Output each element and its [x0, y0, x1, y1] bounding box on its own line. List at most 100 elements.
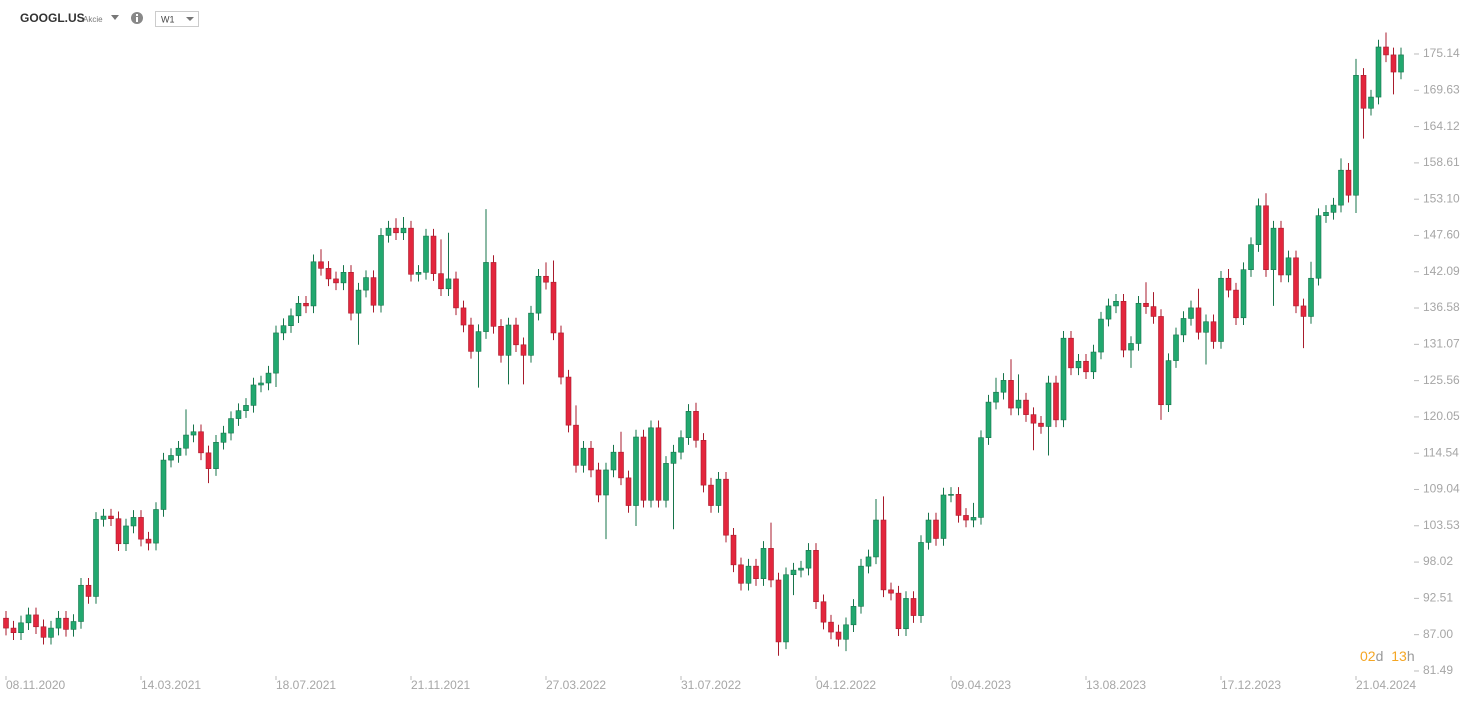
x-tick-label: 31.07.2022 — [681, 678, 741, 692]
candle-body — [1060, 337, 1067, 421]
candle-body — [513, 324, 519, 346]
candle-body — [70, 621, 77, 630]
y-tick-label: 158.61 — [1423, 155, 1460, 169]
candle-body — [550, 281, 557, 334]
candle-body — [123, 525, 129, 545]
candle-body — [18, 622, 24, 633]
candle-body — [1120, 301, 1127, 351]
candle-body — [1255, 205, 1262, 245]
candle-body — [1135, 302, 1142, 344]
countdown-hour-unit: h — [1407, 648, 1415, 664]
candle-body — [348, 272, 354, 314]
candle-body — [948, 494, 954, 496]
y-tick-label: 175.14 — [1423, 46, 1460, 60]
candle-body — [130, 517, 137, 527]
candle-body — [693, 411, 699, 441]
candle-body — [468, 324, 474, 352]
candle-body — [475, 331, 482, 352]
candle-body — [1330, 204, 1337, 213]
symbol-dropdown[interactable] — [111, 15, 119, 20]
candle-body — [115, 518, 122, 545]
y-tick-label: 81.49 — [1423, 663, 1453, 677]
y-tick-label: 147.60 — [1423, 228, 1460, 242]
candle-body — [1225, 277, 1232, 291]
candle-body — [1195, 307, 1202, 333]
candle-body — [903, 598, 909, 630]
candle-body — [1158, 316, 1164, 406]
candle-body — [760, 548, 767, 579]
candle-body — [153, 509, 159, 544]
candle-body — [595, 469, 602, 496]
y-tick-label: 98.02 — [1423, 554, 1453, 568]
y-tick-label: 136.58 — [1423, 300, 1460, 314]
candle-body — [775, 579, 782, 643]
candle-body — [1188, 307, 1194, 319]
x-tick-label: 09.04.2023 — [951, 678, 1011, 692]
candle-body — [78, 584, 84, 622]
candle-body — [1128, 343, 1134, 351]
y-tick-label: 87.00 — [1423, 627, 1453, 641]
candle-body — [715, 478, 722, 506]
candle-body — [955, 494, 962, 516]
candle-body — [783, 574, 789, 643]
candle-body — [753, 565, 759, 579]
candle-body — [108, 515, 114, 520]
candle-body — [1143, 302, 1149, 307]
candle-body — [663, 463, 669, 501]
candle-body — [580, 447, 587, 466]
y-tick-label: 120.05 — [1423, 409, 1460, 423]
countdown: 02d 13h — [1360, 648, 1415, 664]
candle-body — [415, 272, 422, 275]
candle-body — [400, 227, 407, 234]
candle-body — [528, 312, 534, 356]
candle-body — [738, 564, 744, 584]
candle-body — [250, 384, 257, 406]
candle-body — [1315, 215, 1322, 279]
y-tick-label: 164.12 — [1423, 119, 1460, 133]
candle-body — [610, 451, 617, 471]
candle-body — [648, 427, 654, 501]
candle-body — [1053, 382, 1059, 421]
candle-body — [820, 601, 827, 623]
candle-body — [333, 278, 339, 284]
candle-body — [430, 235, 437, 274]
candle-body — [1398, 54, 1404, 73]
candle-body — [685, 411, 692, 438]
candle-body — [198, 431, 204, 454]
candle-body — [700, 440, 707, 486]
candle-body — [625, 477, 632, 506]
candle-body — [588, 447, 594, 471]
y-tick-label: 125.56 — [1423, 373, 1460, 387]
x-tick-label: 18.07.2021 — [276, 678, 336, 692]
candle-body — [183, 434, 189, 449]
candle-body — [498, 326, 504, 356]
candle-body — [1360, 75, 1367, 109]
candle-body — [363, 277, 369, 291]
candle-body — [880, 519, 887, 591]
countdown-days: 02 — [1360, 648, 1376, 664]
countdown-hours: 13 — [1391, 648, 1407, 664]
candle-body — [1375, 46, 1382, 98]
candle-body — [1008, 380, 1014, 409]
candle-body — [205, 452, 212, 469]
candle-body — [228, 418, 234, 434]
candle-body — [850, 606, 857, 626]
symbol: GOOGL.US — [20, 11, 85, 25]
candle-body — [160, 459, 167, 510]
candle-body — [790, 569, 797, 576]
candle-body — [798, 567, 804, 571]
candle-body — [985, 401, 992, 438]
candle-body — [633, 436, 639, 506]
candle-body — [378, 235, 384, 306]
candle-body — [235, 410, 242, 419]
candle-body — [1210, 321, 1217, 342]
candle-body — [1090, 351, 1097, 373]
candle-body — [280, 325, 287, 334]
x-tick-label: 13.08.2023 — [1086, 678, 1146, 692]
interval-select[interactable] — [155, 11, 199, 27]
candle-body — [325, 268, 332, 280]
candle-body — [1015, 399, 1022, 409]
candle-body — [520, 344, 527, 356]
candle-body — [385, 227, 392, 236]
candle-body — [1075, 360, 1082, 369]
